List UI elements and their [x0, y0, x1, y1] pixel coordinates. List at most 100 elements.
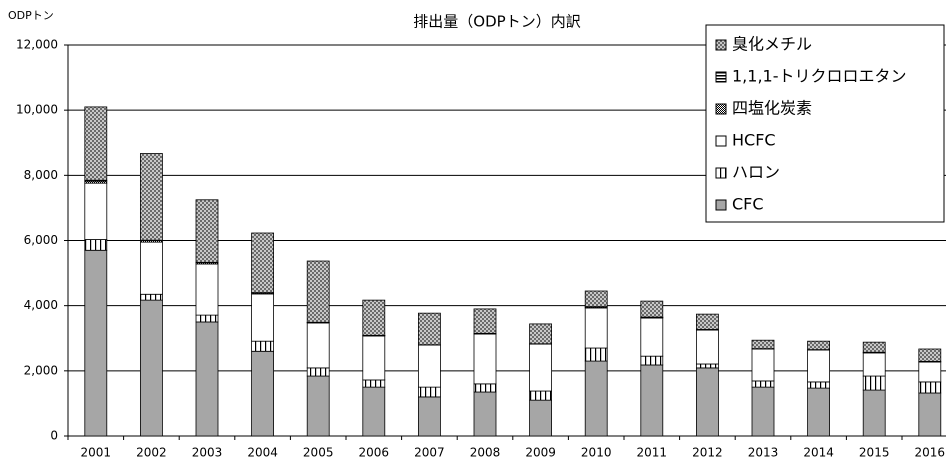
- bar-segment: [640, 355, 664, 366]
- bar-segment: [84, 239, 108, 251]
- x-tick-label: 2003: [192, 446, 223, 460]
- bar-segment: [195, 263, 219, 316]
- chart-title: 排出量（ODPトン）内訳: [413, 13, 580, 31]
- bar-segment: [251, 340, 275, 352]
- bar-segment: [584, 307, 608, 349]
- x-tick-label: 2016: [915, 446, 946, 460]
- x-tick-label: 2010: [581, 446, 612, 460]
- bar-segment: [306, 367, 330, 377]
- bar-segment: [473, 308, 497, 334]
- bar-segment: [362, 386, 386, 437]
- legend-label: ハロン: [732, 163, 780, 182]
- bar-segment: [195, 321, 219, 437]
- bar-segment: [584, 360, 608, 437]
- bar-segment: [417, 312, 441, 346]
- legend-swatch: [715, 39, 727, 51]
- legend-swatch: [715, 103, 727, 115]
- bar-segment: [529, 343, 552, 392]
- bar-segment: [807, 387, 830, 437]
- bar-segment: [918, 361, 942, 383]
- y-tick-label: 6,000: [24, 233, 58, 247]
- bar-segment: [918, 392, 942, 437]
- bar-segment: [251, 293, 275, 342]
- legend-label: 1,1,1-トリクロロエタン: [732, 67, 907, 86]
- bar-segment: [751, 339, 775, 350]
- bar-segment: [751, 386, 775, 437]
- x-tick-label: 2002: [136, 446, 167, 460]
- bar-segment: [306, 322, 330, 369]
- y-axis-label: ODPトン: [8, 9, 54, 22]
- bar-segment: [640, 300, 664, 318]
- x-tick-label: 2013: [748, 446, 779, 460]
- bar-segment: [139, 153, 163, 241]
- y-tick-label: 10,000: [16, 103, 58, 117]
- bar-segment: [807, 349, 830, 383]
- bar-segment: [139, 241, 163, 295]
- bar-segment: [195, 314, 219, 323]
- bar-segment: [473, 383, 497, 393]
- bar-segment: [417, 386, 441, 398]
- bar-segment: [751, 348, 775, 382]
- bar-segment: [84, 182, 108, 240]
- bar-segment: [139, 293, 163, 301]
- bar-segment: [862, 389, 886, 437]
- legend-swatch: [715, 135, 727, 147]
- legend-swatch: [715, 71, 727, 83]
- legend-label: 四塩化炭素: [732, 99, 812, 118]
- y-tick-label: 8,000: [24, 168, 58, 182]
- bar-segment: [584, 290, 608, 308]
- bar-segment: [417, 344, 441, 388]
- legend-label: CFC: [732, 195, 764, 214]
- bar-segment: [640, 317, 664, 357]
- bar-segment: [696, 313, 719, 330]
- bar-segment: [251, 350, 275, 437]
- x-tick-label: 2012: [692, 446, 723, 460]
- bar-segment: [696, 363, 719, 369]
- bar-segment: [84, 106, 108, 181]
- bar-segment: [362, 379, 386, 388]
- bar-segment: [306, 260, 330, 323]
- bar-segment: [473, 333, 497, 385]
- x-tick-label: 2006: [359, 446, 390, 460]
- bar-segment: [751, 380, 775, 388]
- bar-segment: [362, 335, 386, 381]
- bar-segment: [139, 299, 163, 437]
- legend-label: 臭化メチル: [732, 35, 812, 54]
- legend-swatch: [715, 167, 727, 179]
- bar-segment: [529, 399, 552, 437]
- bar-segment: [807, 340, 830, 351]
- bar-segment: [529, 390, 552, 401]
- legend-label: HCFC: [732, 131, 776, 150]
- x-tick-label: 2009: [525, 446, 556, 460]
- y-tick-label: 2,000: [24, 363, 58, 377]
- x-tick-label: 2001: [81, 446, 112, 460]
- bar-segment: [918, 381, 942, 394]
- x-tick-label: 2015: [859, 446, 890, 460]
- x-tick-label: 2014: [803, 446, 834, 460]
- bar-segment: [696, 367, 719, 437]
- bar-segment: [417, 396, 441, 437]
- bar-segment: [251, 232, 275, 294]
- bar-segment: [862, 375, 886, 391]
- legend-box: [705, 24, 945, 223]
- x-tick-label: 2008: [470, 446, 501, 460]
- y-tick-label: 0: [50, 429, 58, 443]
- bar-segment: [640, 364, 664, 437]
- bar-segment: [306, 375, 330, 437]
- bar-segment: [584, 347, 608, 362]
- x-tick-label: 2004: [247, 446, 278, 460]
- bar-segment: [918, 348, 942, 362]
- y-tick-label: 4,000: [24, 298, 58, 312]
- legend-swatch: [715, 199, 727, 211]
- bar-segment: [862, 341, 886, 353]
- x-tick-label: 2011: [637, 446, 668, 460]
- bar-segment: [195, 199, 219, 263]
- y-tick-label: 12,000: [16, 38, 58, 52]
- bar-segment: [862, 352, 886, 377]
- bar-segment: [84, 249, 108, 437]
- bar-segment: [473, 391, 497, 437]
- bar-segment: [696, 329, 719, 365]
